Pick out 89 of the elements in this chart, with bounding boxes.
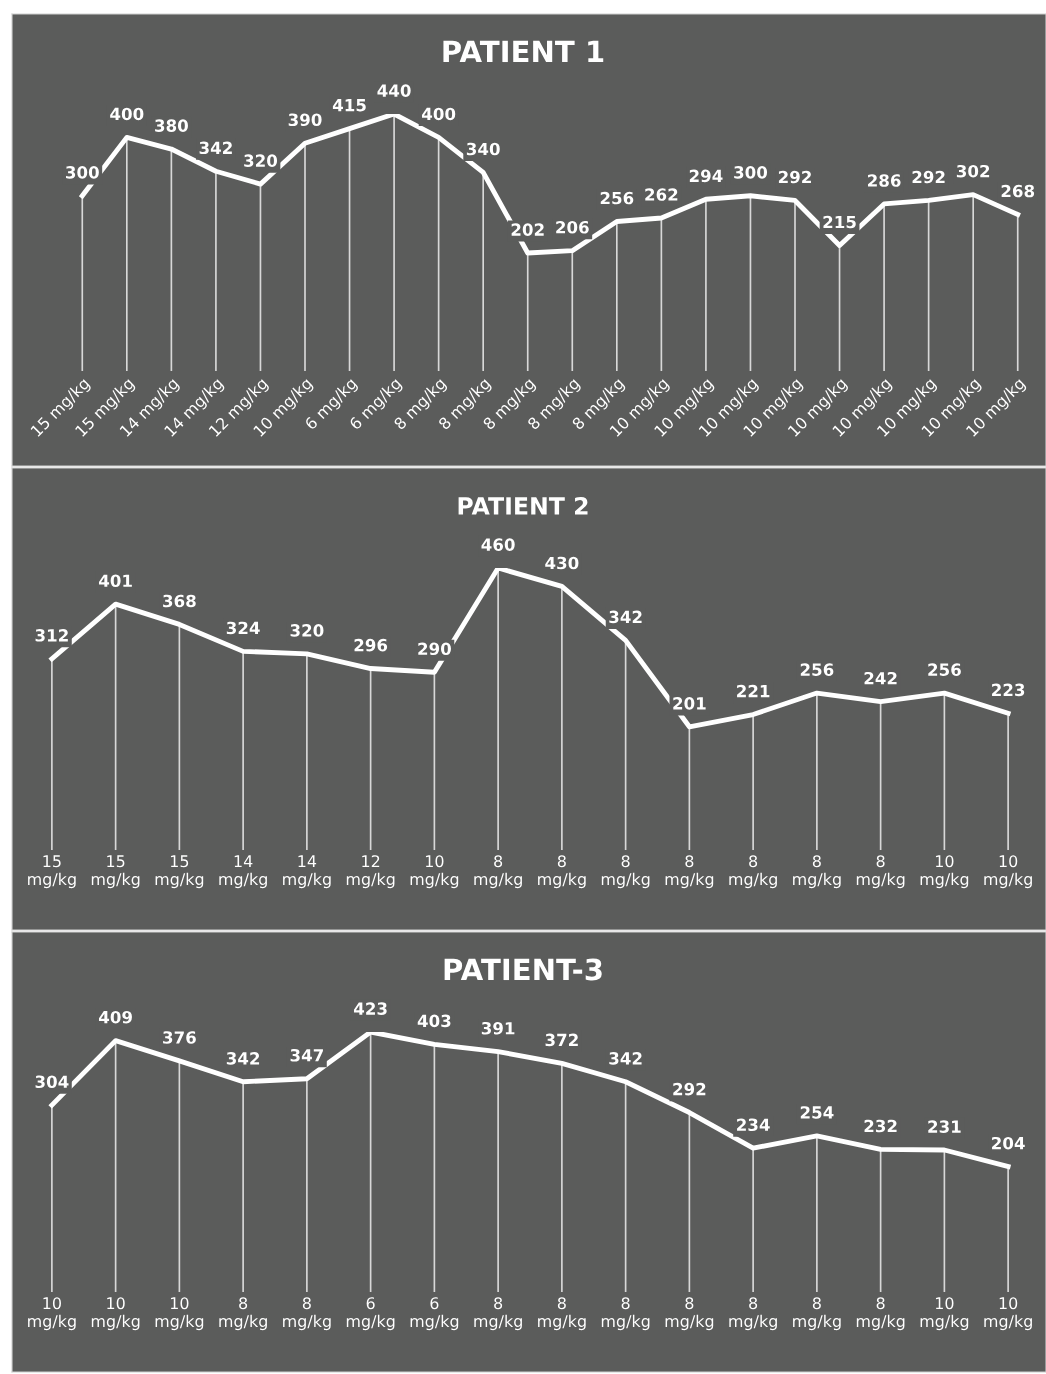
data-label: 292 xyxy=(778,170,811,184)
x-tick-label: 8 mg/kg xyxy=(856,855,905,889)
data-label: 340 xyxy=(466,142,500,156)
x-tick-label: 8 mg/kg xyxy=(601,1297,650,1331)
x-tick-label: 12 mg/kg xyxy=(346,855,395,889)
data-label: 256 xyxy=(800,663,834,676)
data-label: 302 xyxy=(956,164,990,178)
data-label: 304 xyxy=(35,1075,69,1089)
data-label: 460 xyxy=(481,538,515,551)
x-tick-label: 14 mg/kg xyxy=(219,855,267,889)
data-label: 300 xyxy=(734,166,768,179)
data-label: 347 xyxy=(290,1048,323,1062)
data-label: 286 xyxy=(868,174,901,187)
x-tick-label: 8 mg/kg xyxy=(538,1297,586,1331)
x-tick-label: 8 mg/kg xyxy=(219,1297,267,1331)
chart-title: PATIENT 1 xyxy=(443,40,604,63)
x-tick-label: 10 mg/kg xyxy=(410,855,459,889)
x-tick-label: 8 mg/kg xyxy=(665,1297,714,1331)
data-label: 254 xyxy=(800,1106,834,1119)
data-label: 221 xyxy=(737,684,770,698)
data-label: 232 xyxy=(864,1119,897,1133)
data-label: 400 xyxy=(421,107,456,121)
data-label: 300 xyxy=(65,166,99,179)
data-label: 256 xyxy=(600,191,634,205)
data-label: 320 xyxy=(290,624,324,637)
x-tick-label: 8 mg/kg xyxy=(538,855,586,889)
x-tick-label: 10 mg/kg xyxy=(984,855,1032,889)
x-tick-label: 8 mg/kg xyxy=(856,1297,905,1331)
data-label: 201 xyxy=(673,697,706,710)
x-tick-label: 8 mg/kg xyxy=(793,855,841,889)
data-label: 440 xyxy=(377,84,411,97)
data-label: 409 xyxy=(98,1010,132,1024)
data-label: 215 xyxy=(823,215,856,229)
data-label: 372 xyxy=(545,1033,578,1047)
data-label: 234 xyxy=(737,1118,770,1132)
x-tick-label: 10 mg/kg xyxy=(920,855,969,889)
data-label: 391 xyxy=(481,1021,515,1035)
x-tick-label: 6 mg/kg xyxy=(346,1297,395,1331)
data-label: 324 xyxy=(226,621,260,635)
x-tick-label: 8 mg/kg xyxy=(729,855,777,889)
data-label: 320 xyxy=(244,154,278,167)
data-label: 202 xyxy=(511,223,544,236)
data-label: 376 xyxy=(163,1031,196,1044)
data-label: 342 xyxy=(226,1052,260,1065)
data-label: 430 xyxy=(545,556,579,570)
data-label: 242 xyxy=(864,671,897,685)
x-tick-label: 6 mg/kg xyxy=(410,1297,459,1331)
x-tick-label: 10 mg/kg xyxy=(155,1297,204,1331)
chart-title: PATIENT 2 xyxy=(458,496,588,515)
data-label: 415 xyxy=(332,99,366,112)
data-label: 296 xyxy=(354,638,388,652)
x-tick-label: 15 mg/kg xyxy=(155,855,204,889)
data-label: 294 xyxy=(689,169,723,183)
chart-title: PATIENT-3 xyxy=(444,958,602,981)
data-label: 223 xyxy=(992,683,1025,697)
data-label: 268 xyxy=(1001,184,1035,198)
data-label: 400 xyxy=(110,107,144,121)
x-tick-label: 10 mg/kg xyxy=(920,1297,969,1331)
x-tick-label: 10 mg/kg xyxy=(28,1297,76,1331)
data-label: 368 xyxy=(163,594,196,608)
x-tick-label: 8 mg/kg xyxy=(665,855,714,889)
data-label: 290 xyxy=(418,642,451,656)
x-tick-label: 8 mg/kg xyxy=(474,855,522,889)
x-tick-label: 8 mg/kg xyxy=(474,1297,522,1331)
data-label: 403 xyxy=(417,1014,451,1028)
data-label: 423 xyxy=(353,1002,387,1015)
data-label: 206 xyxy=(556,220,589,234)
x-tick-label: 8 mg/kg xyxy=(729,1297,777,1331)
data-label: 342 xyxy=(609,610,642,624)
x-tick-label: 8 mg/kg xyxy=(793,1297,841,1331)
data-label: 256 xyxy=(928,663,961,676)
x-tick-label: 8 mg/kg xyxy=(283,1297,331,1331)
data-label: 342 xyxy=(199,141,232,155)
data-label: 231 xyxy=(928,1120,961,1133)
x-tick-label: 14 mg/kg xyxy=(283,855,331,889)
x-tick-label: 8 mg/kg xyxy=(601,855,650,889)
data-label: 292 xyxy=(673,1082,706,1096)
x-tick-label: 15 mg/kg xyxy=(28,855,76,889)
data-label: 380 xyxy=(155,119,188,132)
data-label: 342 xyxy=(609,1052,642,1065)
data-label: 390 xyxy=(288,113,322,127)
data-label: 401 xyxy=(98,574,132,588)
data-label: 262 xyxy=(645,188,678,201)
data-label: 204 xyxy=(992,1136,1025,1150)
data-label: 312 xyxy=(35,629,68,642)
x-tick-label: 10 mg/kg xyxy=(984,1297,1032,1331)
x-tick-label: 10 mg/kg xyxy=(91,1297,140,1331)
x-tick-label: 15 mg/kg xyxy=(91,855,140,889)
data-label: 292 xyxy=(912,170,945,184)
